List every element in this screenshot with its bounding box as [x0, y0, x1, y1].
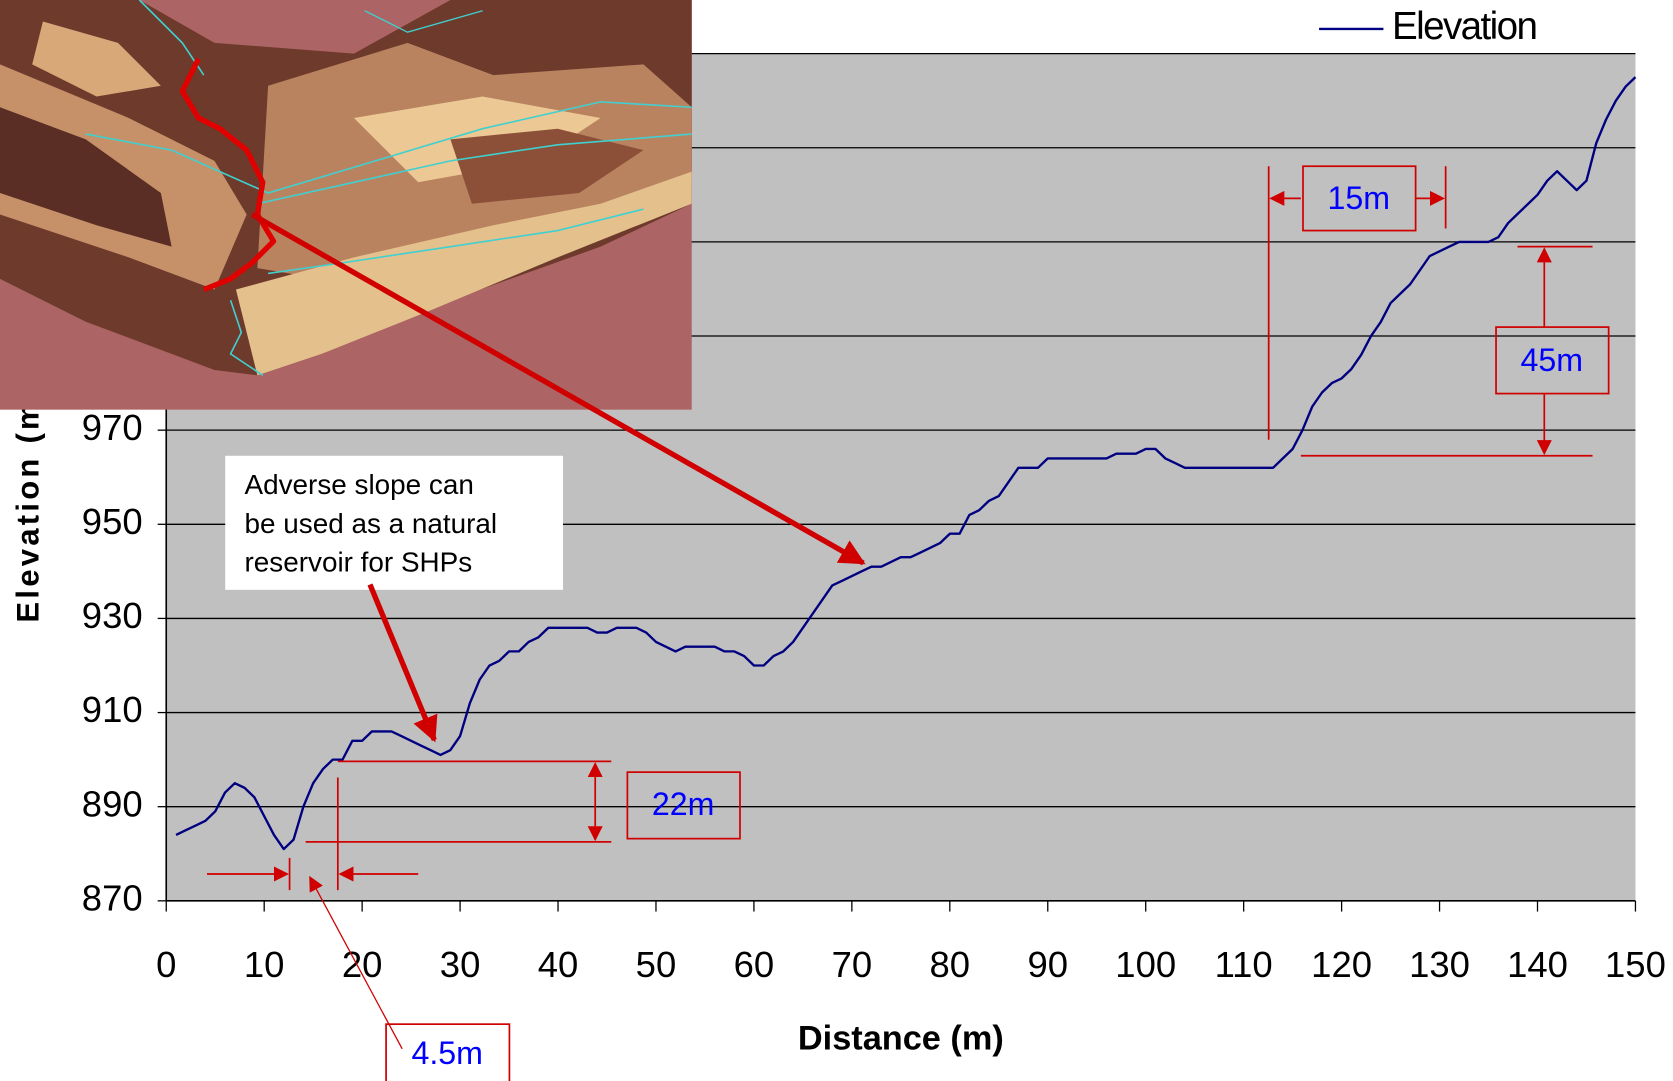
dimension-box	[385, 1023, 511, 1081]
terrain-shape	[32, 21, 161, 97]
note-text: reservoir for SHPs	[245, 546, 473, 577]
x-tick-label: 80	[930, 944, 971, 985]
x-tick-label: 50	[636, 944, 677, 985]
dimension-box	[1302, 165, 1417, 232]
x-tick-label: 90	[1027, 944, 1068, 985]
x-tick-label: 70	[832, 944, 873, 985]
y-tick-label: 910	[82, 689, 143, 730]
terrain-shape	[235, 171, 692, 376]
y-tick-label: 890	[82, 783, 143, 824]
note-text: Adverse slope can	[245, 469, 474, 500]
dimension-box	[1495, 326, 1610, 395]
legend-label: Elevation	[1392, 5, 1536, 48]
x-tick-label: 140	[1507, 944, 1568, 985]
y-axis-label: Elevation (m)	[10, 386, 45, 623]
terrain-shape	[450, 128, 644, 204]
dimension-box	[626, 771, 741, 840]
x-tick-label: 150	[1605, 944, 1666, 985]
x-tick-label: 20	[342, 944, 383, 985]
route	[179, 57, 277, 293]
dimension-label: 45m	[1521, 342, 1584, 378]
x-tick-label: 0	[156, 944, 176, 985]
dimension-label: 15m	[1327, 180, 1390, 216]
x-tick-label: 120	[1311, 944, 1372, 985]
dimension-label: 4.5m	[411, 1035, 483, 1071]
y-tick-label: 870	[82, 877, 143, 918]
x-tick-label: 110	[1215, 944, 1273, 985]
note-box	[225, 455, 564, 590]
stream	[257, 133, 692, 205]
x-tick-label: 40	[538, 944, 579, 985]
stream	[364, 10, 483, 33]
x-tick-label: 60	[734, 944, 775, 985]
x-tick-label: 10	[244, 944, 285, 985]
x-tick-label: 30	[440, 944, 481, 985]
y-tick-label: 950	[82, 501, 143, 542]
terrain-shape	[0, 107, 172, 247]
x-axis-label: Distance (m)	[798, 1019, 1004, 1057]
pointer-line	[309, 875, 403, 1050]
note-text: be used as a natural	[245, 508, 498, 539]
stream	[85, 101, 692, 194]
terrain-inset	[0, 0, 692, 410]
stream	[268, 208, 644, 275]
legend-box	[1294, 0, 1556, 52]
y-tick-label: 970	[82, 407, 143, 448]
x-tick-label: 100	[1115, 944, 1176, 985]
inset-arrow	[250, 212, 866, 566]
note-arrow	[367, 583, 438, 743]
dimension-label: 22m	[652, 786, 715, 822]
x-tick-label: 130	[1409, 944, 1470, 985]
stream	[229, 300, 264, 377]
elevation-line	[175, 76, 1637, 851]
y-tick-label: 930	[82, 595, 143, 636]
